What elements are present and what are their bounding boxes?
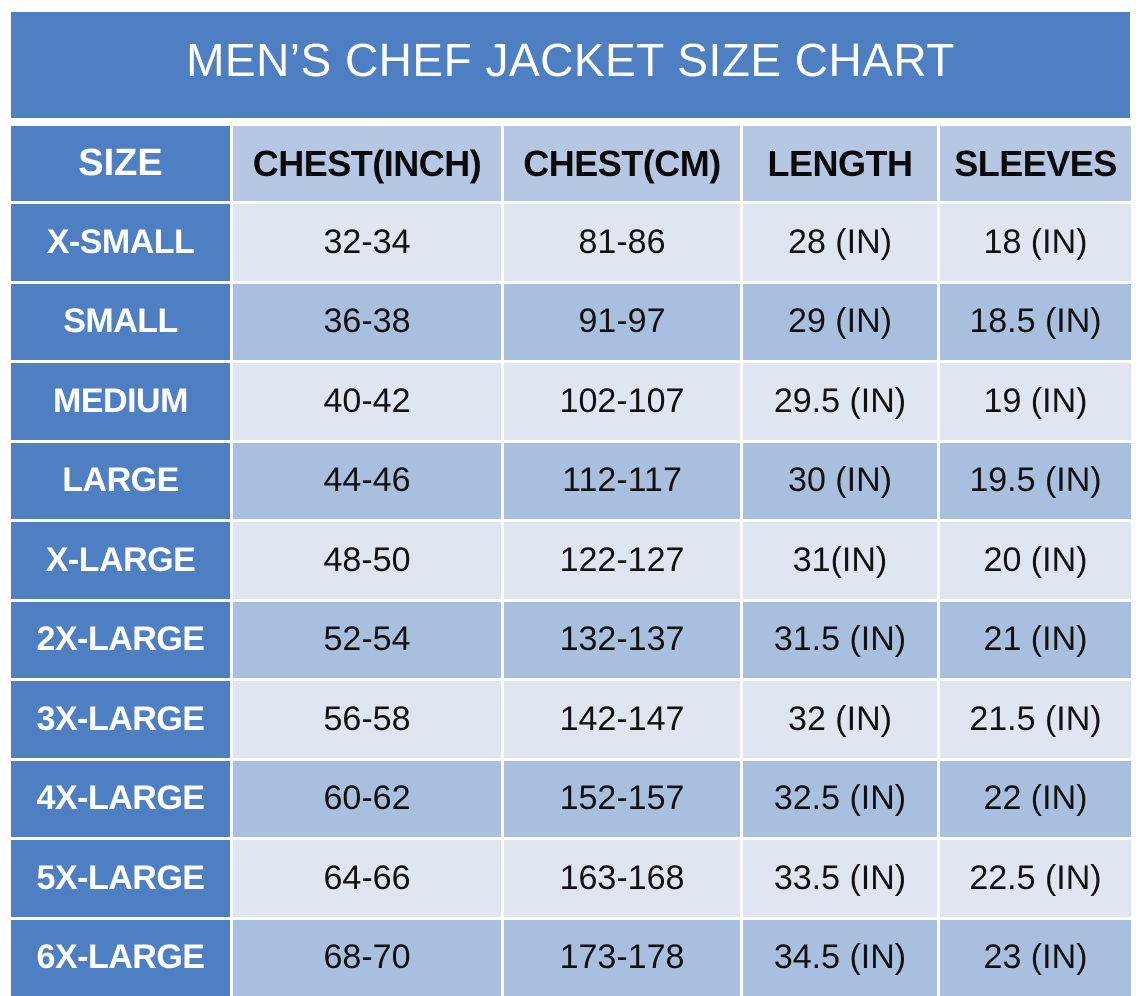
- chest-inch-cell: 36-38: [233, 284, 501, 361]
- length-cell: 32.5 (IN): [743, 761, 937, 838]
- size-label: 4X-LARGE: [11, 761, 230, 838]
- length-cell: 32 (IN): [743, 681, 937, 758]
- chest-inch-cell: 56-58: [233, 681, 501, 758]
- size-label: LARGE: [11, 443, 230, 520]
- length-cell: 33.5 (IN): [743, 840, 937, 917]
- sleeves-cell: 18 (IN): [940, 204, 1131, 281]
- chest-inch-cell: 64-66: [233, 840, 501, 917]
- chest-inch-cell: 44-46: [233, 443, 501, 520]
- length-cell: 31(IN): [743, 522, 937, 599]
- chest-inch-cell: 48-50: [233, 522, 501, 599]
- sleeves-cell: 22.5 (IN): [940, 840, 1131, 917]
- sleeves-cell: 19 (IN): [940, 363, 1131, 440]
- size-chart-table: SIZE CHEST(INCH) CHEST(CM) LENGTH SLEEVE…: [11, 126, 1130, 978]
- length-cell: 29.5 (IN): [743, 363, 937, 440]
- sleeves-cell: 18.5 (IN): [940, 284, 1131, 361]
- size-label: 2X-LARGE: [11, 602, 230, 679]
- sleeves-cell: 23 (IN): [940, 920, 1131, 996]
- size-label: MEDIUM: [11, 363, 230, 440]
- sleeves-cell: 19.5 (IN): [940, 443, 1131, 520]
- length-cell: 30 (IN): [743, 443, 937, 520]
- size-label: 3X-LARGE: [11, 681, 230, 758]
- title-banner: MEN’S CHEF JACKET SIZE CHART: [11, 12, 1130, 118]
- chest-inch-cell: 40-42: [233, 363, 501, 440]
- page-title: MEN’S CHEF JACKET SIZE CHART: [186, 33, 955, 87]
- size-label: X-LARGE: [11, 522, 230, 599]
- size-label: X-SMALL: [11, 204, 230, 281]
- chest-cm-cell: 163-168: [504, 840, 740, 917]
- sleeves-cell: 22 (IN): [940, 761, 1131, 838]
- length-cell: 31.5 (IN): [743, 602, 937, 679]
- header-chest-inch: CHEST(INCH): [233, 126, 501, 201]
- chest-cm-cell: 122-127: [504, 522, 740, 599]
- chest-cm-cell: 91-97: [504, 284, 740, 361]
- sleeves-cell: 21.5 (IN): [940, 681, 1131, 758]
- chest-cm-cell: 132-137: [504, 602, 740, 679]
- chest-cm-cell: 152-157: [504, 761, 740, 838]
- sleeves-cell: 20 (IN): [940, 522, 1131, 599]
- header-length: LENGTH: [743, 126, 937, 201]
- length-cell: 28 (IN): [743, 204, 937, 281]
- size-label: 5X-LARGE: [11, 840, 230, 917]
- chest-inch-cell: 68-70: [233, 920, 501, 996]
- chest-cm-cell: 112-117: [504, 443, 740, 520]
- chest-cm-cell: 102-107: [504, 363, 740, 440]
- chest-cm-cell: 173-178: [504, 920, 740, 996]
- chest-cm-cell: 81-86: [504, 204, 740, 281]
- length-cell: 34.5 (IN): [743, 920, 937, 996]
- chest-inch-cell: 52-54: [233, 602, 501, 679]
- header-size: SIZE: [11, 126, 230, 201]
- size-label: SMALL: [11, 284, 230, 361]
- chest-inch-cell: 60-62: [233, 761, 501, 838]
- size-label: 6X-LARGE: [11, 920, 230, 996]
- sleeves-cell: 21 (IN): [940, 602, 1131, 679]
- chest-inch-cell: 32-34: [233, 204, 501, 281]
- header-sleeves: SLEEVES: [940, 126, 1131, 201]
- header-chest-cm: CHEST(CM): [504, 126, 740, 201]
- chest-cm-cell: 142-147: [504, 681, 740, 758]
- length-cell: 29 (IN): [743, 284, 937, 361]
